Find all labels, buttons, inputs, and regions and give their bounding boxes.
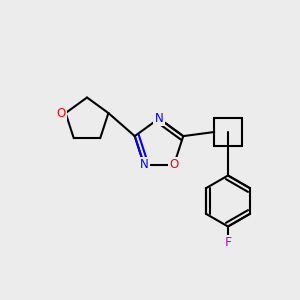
Text: O: O [56,106,66,119]
Text: F: F [224,236,232,250]
Text: N: N [140,158,148,171]
Text: O: O [169,158,178,171]
Text: N: N [154,112,164,125]
